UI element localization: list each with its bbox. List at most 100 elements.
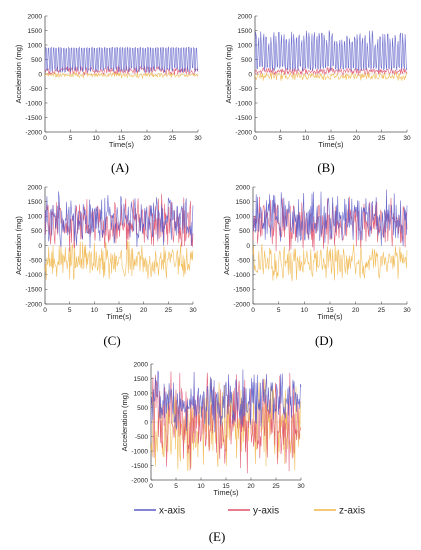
x-axis-label: Time(s) xyxy=(317,312,343,321)
y-tick-label: -500 xyxy=(29,257,42,264)
y-axis-label: Acceleration (mg) xyxy=(224,44,233,103)
legend-label-y-axis: y-axis xyxy=(253,506,279,517)
x-tick-label: 10 xyxy=(301,307,309,314)
x-tick-label: 20 xyxy=(247,483,255,490)
x-tick-label: 0 xyxy=(149,483,153,490)
x-tick-label: 0 xyxy=(43,307,47,314)
y-tick-label: -1500 xyxy=(25,287,42,294)
x-tick-label: 15 xyxy=(326,307,334,314)
panel-label: (C) xyxy=(103,333,120,348)
y-tick-label: 0 xyxy=(248,71,252,78)
x-axis-trace xyxy=(254,30,408,72)
x-tick-label: 25 xyxy=(378,135,386,142)
y-tick-label: 0 xyxy=(38,243,42,250)
y-axis-label: Acceleration (mg) xyxy=(120,392,129,451)
x-tick-label: 0 xyxy=(43,135,47,142)
x-axis-trace xyxy=(44,46,199,74)
y-tick-label: 500 xyxy=(241,57,252,64)
x-axis-label: Time(s) xyxy=(109,140,135,149)
panel-label: (E) xyxy=(209,529,226,544)
x-tick-label: 15 xyxy=(115,307,123,314)
y-tick-label: 1500 xyxy=(134,376,149,383)
panel-label: (D) xyxy=(315,333,333,348)
x-axis-trace xyxy=(252,189,408,247)
y-tick-label: -2000 xyxy=(25,301,42,308)
y-tick-label: 1000 xyxy=(28,42,43,49)
x-tick-label: 5 xyxy=(69,135,73,142)
x-tick-label: 30 xyxy=(403,135,411,142)
z-axis-trace xyxy=(254,71,408,81)
y-axis-trace xyxy=(254,67,408,76)
y-tick-label: -2000 xyxy=(233,301,250,308)
y-tick-label: 500 xyxy=(31,228,42,235)
x-tick-label: 30 xyxy=(194,135,202,142)
x-tick-label: 20 xyxy=(140,307,148,314)
x-tick-label: 25 xyxy=(165,307,173,314)
y-axis-trace xyxy=(44,193,194,252)
y-tick-label: 2000 xyxy=(134,361,149,368)
y-tick-label: 2000 xyxy=(28,184,43,191)
z-axis-trace xyxy=(44,71,199,80)
panel-label: (A) xyxy=(111,160,129,175)
y-tick-label: -500 xyxy=(237,257,250,264)
x-axis-label: Time(s) xyxy=(318,140,344,149)
y-tick-label: -1000 xyxy=(25,100,42,107)
x-tick-label: 0 xyxy=(251,307,255,314)
x-axis-label: Time(s) xyxy=(213,488,239,497)
y-tick-label: -1500 xyxy=(233,287,250,294)
x-tick-label: 25 xyxy=(272,483,280,490)
y-tick-label: 2000 xyxy=(28,13,43,20)
x-tick-label: 25 xyxy=(169,135,177,142)
x-tick-label: 0 xyxy=(253,135,257,142)
x-tick-label: 5 xyxy=(174,483,178,490)
y-tick-label: -500 xyxy=(239,86,252,93)
y-tick-label: -1500 xyxy=(131,463,148,470)
x-tick-label: 5 xyxy=(68,307,72,314)
x-tick-label: 25 xyxy=(378,307,386,314)
y-tick-label: -1000 xyxy=(233,272,250,279)
y-axis-label: Acceleration (mg) xyxy=(222,216,231,275)
y-tick-label: 1000 xyxy=(28,214,43,221)
y-tick-label: 500 xyxy=(31,57,42,64)
y-tick-label: -2000 xyxy=(25,129,42,136)
x-tick-label: 15 xyxy=(222,483,230,490)
y-axis-label: Acceleration (mg) xyxy=(14,44,23,103)
y-tick-label: 0 xyxy=(38,71,42,78)
x-axis-label: Time(s) xyxy=(106,312,132,321)
y-tick-label: 0 xyxy=(246,243,250,250)
x-tick-label: 10 xyxy=(197,483,205,490)
x-tick-label: 15 xyxy=(118,135,126,142)
x-tick-label: 20 xyxy=(143,135,151,142)
y-tick-label: -500 xyxy=(29,86,42,93)
x-tick-label: 5 xyxy=(277,307,281,314)
legend-label-z-axis: z-axis xyxy=(339,506,365,517)
y-tick-label: -1500 xyxy=(235,115,252,122)
y-tick-label: 1500 xyxy=(28,28,43,35)
y-tick-label: 2000 xyxy=(238,13,253,20)
y-tick-label: 1000 xyxy=(238,42,253,49)
y-tick-label: -1500 xyxy=(25,115,42,122)
y-tick-label: -1000 xyxy=(131,448,148,455)
x-tick-label: 30 xyxy=(189,307,197,314)
y-tick-label: -2000 xyxy=(131,477,148,484)
x-tick-label: 30 xyxy=(297,483,305,490)
y-axis-trace xyxy=(150,371,302,474)
y-tick-label: 1000 xyxy=(134,390,149,397)
x-tick-label: 20 xyxy=(353,135,361,142)
x-tick-label: 20 xyxy=(352,307,360,314)
legend-label-x-axis: x-axis xyxy=(159,506,185,517)
y-tick-label: -1000 xyxy=(235,100,252,107)
y-tick-label: 1500 xyxy=(238,28,253,35)
x-axis-trace xyxy=(150,369,302,433)
x-axis-trace xyxy=(44,191,194,249)
x-tick-label: 10 xyxy=(302,135,310,142)
x-tick-label: 30 xyxy=(403,307,411,314)
z-axis-trace xyxy=(44,240,194,280)
y-tick-label: 1500 xyxy=(236,199,251,206)
x-tick-label: 10 xyxy=(91,307,99,314)
y-tick-label: 1500 xyxy=(28,199,43,206)
y-tick-label: 2000 xyxy=(236,184,251,191)
x-tick-label: 5 xyxy=(279,135,283,142)
z-axis-trace xyxy=(252,243,408,282)
